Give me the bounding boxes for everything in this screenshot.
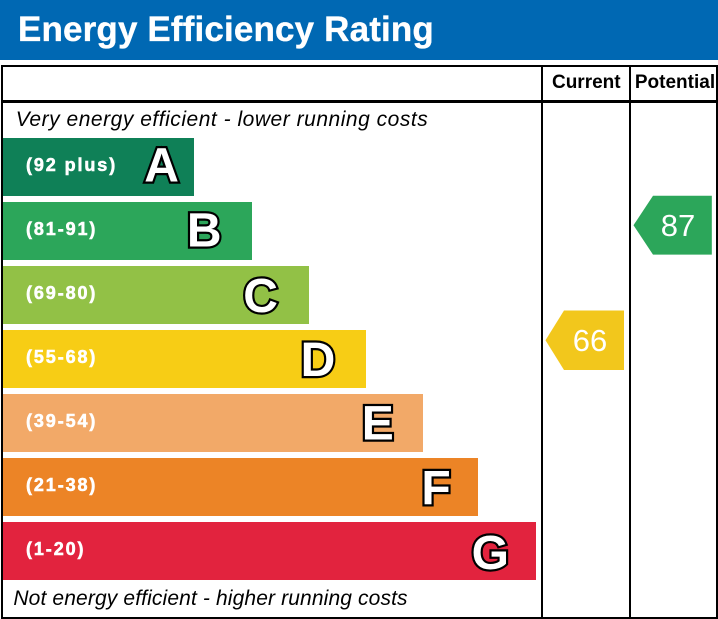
svg-text:B: B (187, 205, 222, 258)
svg-text:E: E (362, 398, 394, 451)
svg-text:A: A (144, 140, 179, 193)
svg-text:87: 87 (661, 208, 695, 243)
svg-text:D: D (301, 334, 336, 387)
svg-text:F: F (421, 462, 450, 515)
svg-text:66: 66 (573, 323, 607, 358)
svg-text:G: G (472, 527, 509, 580)
svg-text:C: C (243, 270, 278, 323)
